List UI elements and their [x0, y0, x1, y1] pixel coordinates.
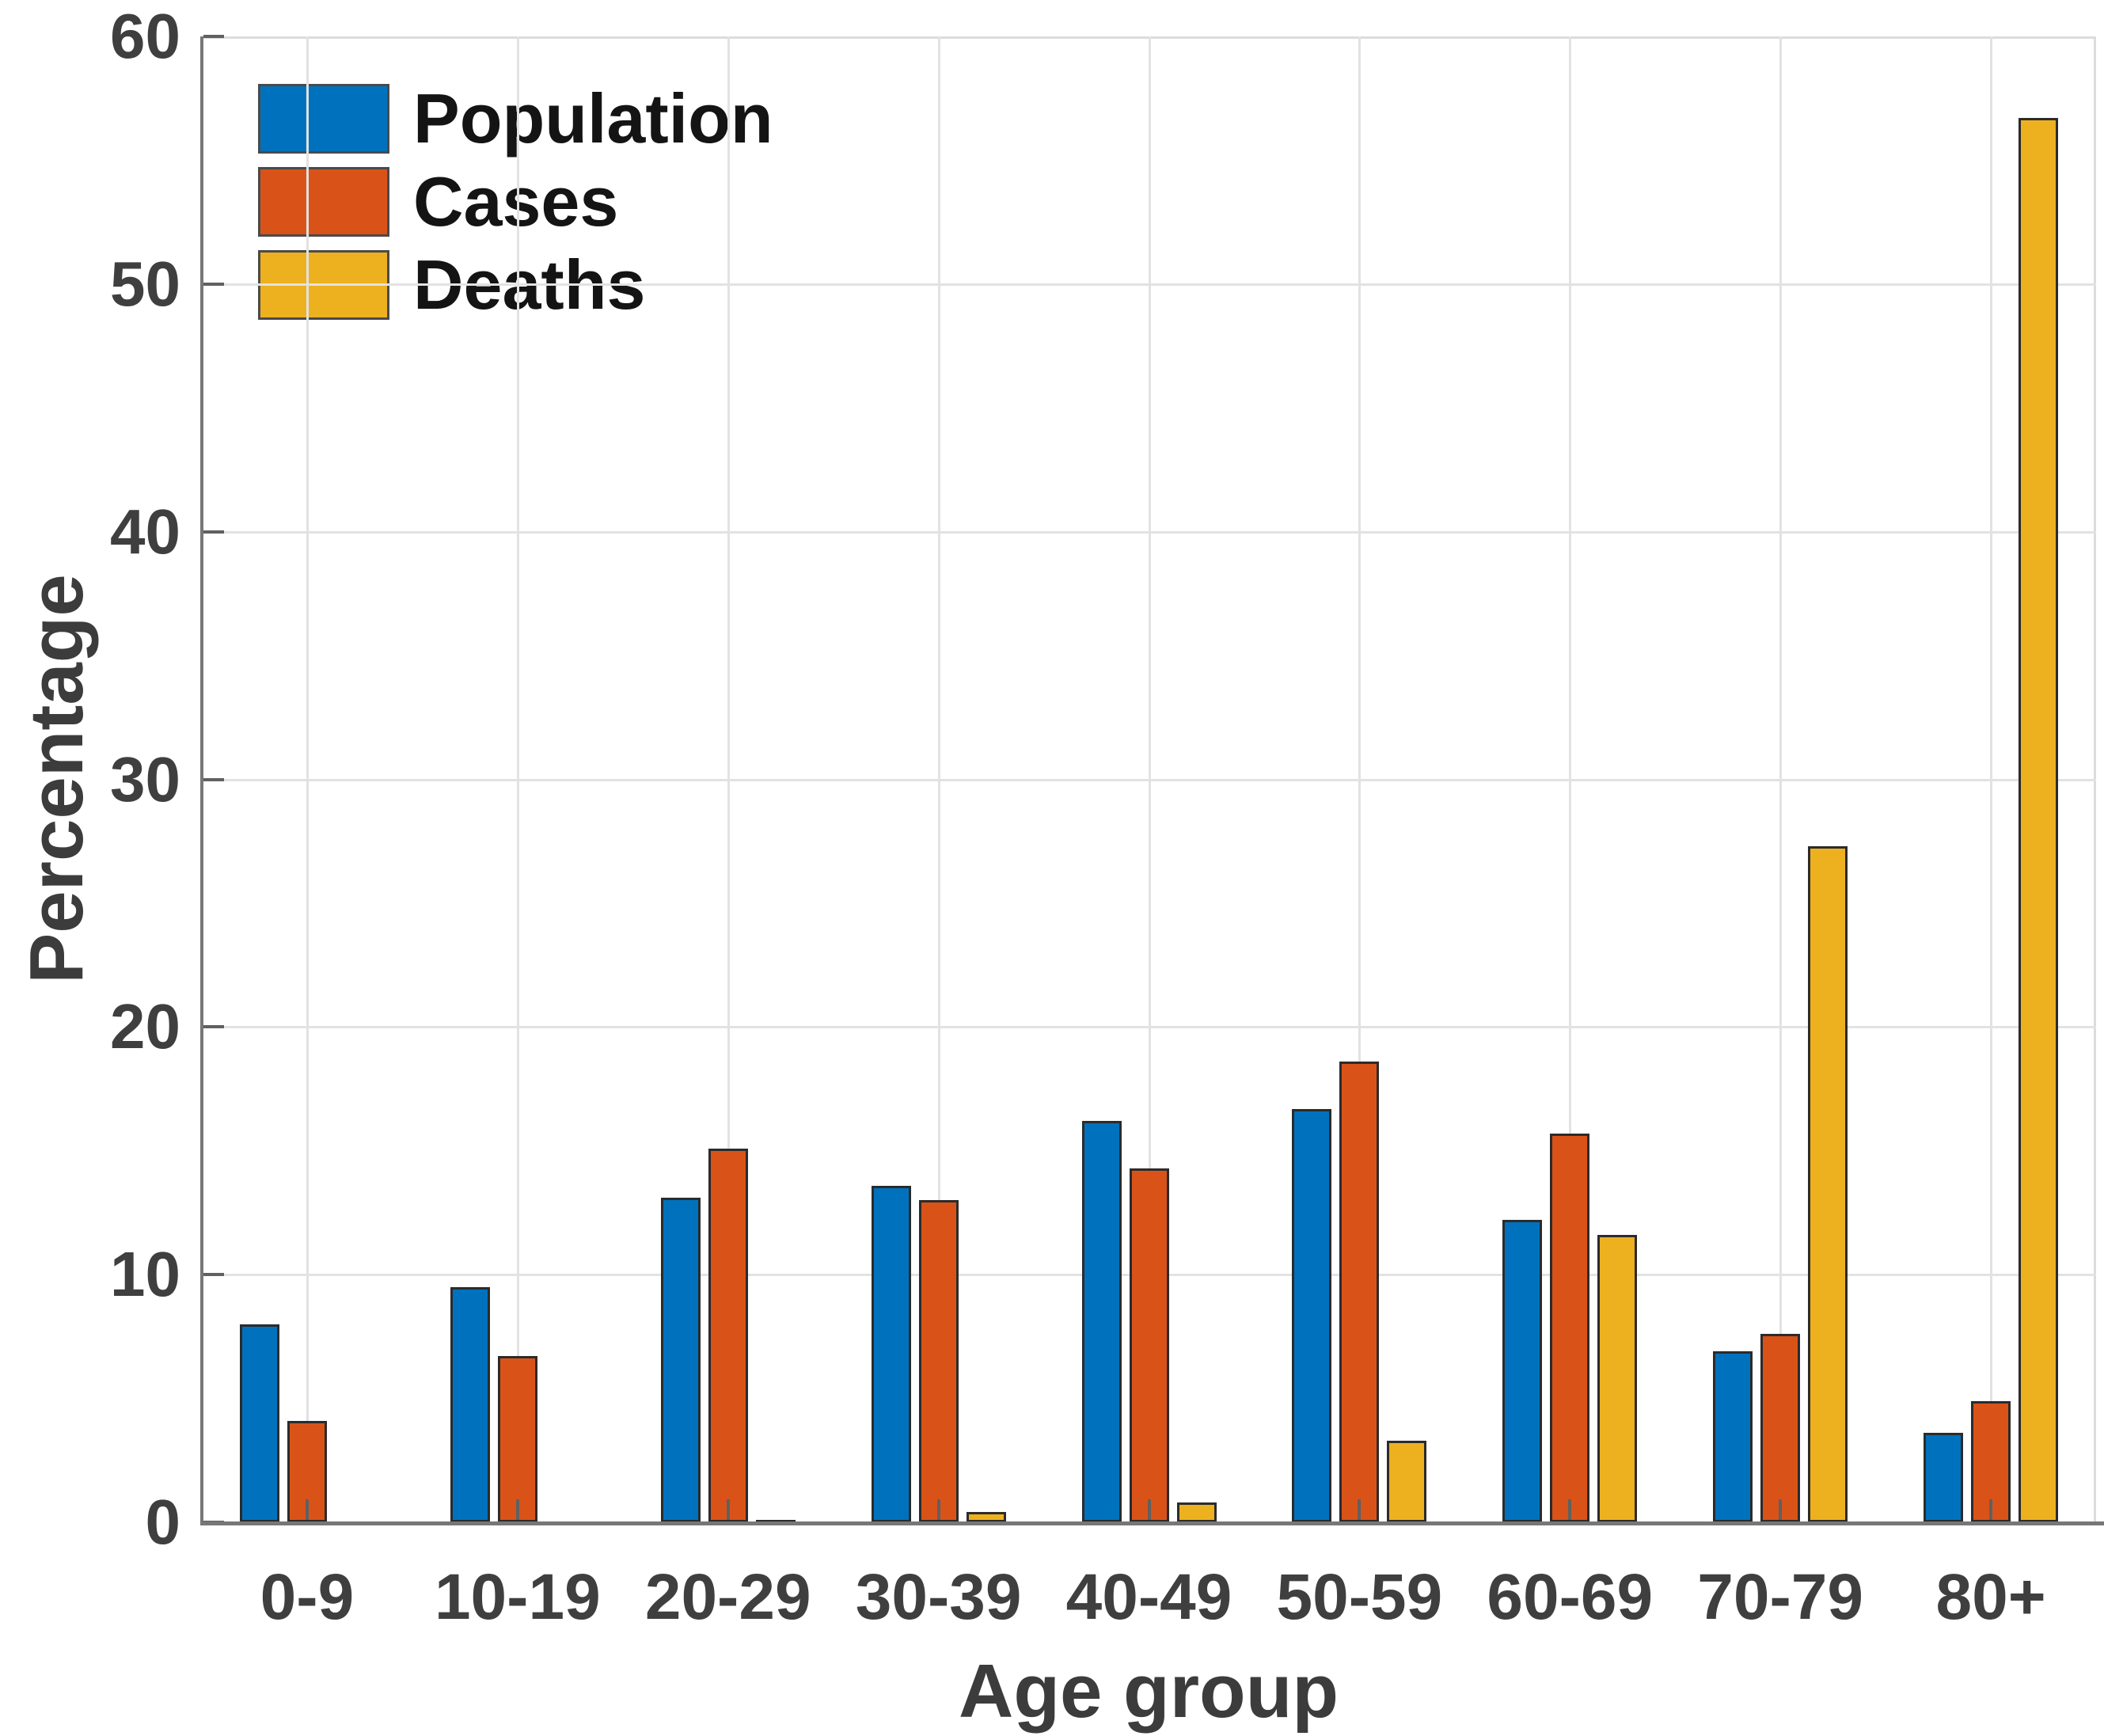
- bar-population-20-29: [660, 1198, 701, 1522]
- x-tick-label-10-19: 10-19: [434, 1561, 601, 1633]
- bar-deaths-50-59: [1387, 1440, 1427, 1522]
- y-axis-line: [200, 36, 203, 1525]
- bar-cases-30-39: [918, 1200, 959, 1522]
- v-gridline-20-29: [727, 36, 730, 1522]
- x-tick-80+: [1989, 1499, 1993, 1520]
- bar-deaths-70-79: [1808, 845, 1848, 1522]
- y-tick-label-20: 20: [110, 991, 180, 1062]
- legend-label-cases: Cases: [413, 162, 619, 241]
- x-tick-label-50-59: 50-59: [1276, 1561, 1443, 1633]
- x-tick-label-30-39: 30-39: [855, 1561, 1022, 1633]
- legend-swatch-population: [258, 84, 389, 154]
- y-tick-label-40: 40: [110, 496, 180, 567]
- x-tick-label-70-79: 70-79: [1697, 1561, 1864, 1633]
- bar-population-60-69: [1502, 1220, 1543, 1522]
- x-tick-10-19: [515, 1499, 519, 1520]
- bar-population-70-79: [1713, 1351, 1753, 1522]
- bar-cases-60-69: [1550, 1133, 1590, 1522]
- bar-deaths-30-39: [966, 1512, 1006, 1522]
- x-tick-40-49: [1147, 1499, 1151, 1520]
- x-tick-20-29: [726, 1499, 730, 1520]
- x-tick-60-69: [1568, 1499, 1572, 1520]
- x-tick-0-9: [305, 1499, 309, 1520]
- bar-deaths-60-69: [1597, 1235, 1638, 1522]
- v-gridline-30-39: [937, 36, 940, 1522]
- v-gridline-70-79: [1779, 36, 1783, 1522]
- bar-population-50-59: [1292, 1108, 1332, 1522]
- bar-cases-0-9: [287, 1420, 327, 1522]
- y-tick-50: [203, 282, 224, 286]
- bar-cases-50-59: [1339, 1062, 1380, 1522]
- legend-label-population: Population: [413, 79, 773, 158]
- x-axis-label: Age group: [959, 1649, 1339, 1734]
- bar-deaths-80+: [2019, 118, 2059, 1522]
- bar-cases-10-19: [497, 1356, 537, 1522]
- legend: Population Cases Deaths: [258, 84, 773, 333]
- bar-population-0-9: [239, 1324, 279, 1522]
- y-tick-label-10: 10: [110, 1239, 180, 1310]
- bar-population-80+: [1924, 1433, 1964, 1522]
- y-tick-label-60: 60: [110, 1, 180, 71]
- v-gridline-60-69: [1569, 36, 1572, 1522]
- v-gridline-40-49: [1148, 36, 1151, 1522]
- x-tick-label-80+: 80+: [1935, 1561, 2046, 1633]
- y-tick-20: [203, 1025, 224, 1029]
- v-gridline-50-59: [1358, 36, 1362, 1522]
- y-tick-label-50: 50: [110, 248, 180, 319]
- bar-cases-20-29: [708, 1148, 748, 1522]
- bar-population-40-49: [1081, 1121, 1122, 1522]
- x-tick-50-59: [1358, 1499, 1362, 1520]
- x-tick-70-79: [1779, 1499, 1783, 1520]
- x-tick-label-60-69: 60-69: [1487, 1561, 1654, 1633]
- x-tick-label-0-9: 0-9: [260, 1561, 355, 1633]
- bar-population-30-39: [871, 1185, 911, 1522]
- v-gridline-10-19: [516, 36, 519, 1522]
- y-tick-60: [203, 35, 224, 38]
- v-gridline-80+: [1990, 36, 1993, 1522]
- y-tick-10: [203, 1273, 224, 1277]
- legend-item-cases: Cases: [258, 167, 773, 237]
- x-axis-line: [200, 1521, 2104, 1525]
- y-tick-label-0: 0: [145, 1487, 181, 1557]
- x-tick-label-40-49: 40-49: [1065, 1561, 1232, 1633]
- y-tick-30: [203, 777, 224, 781]
- bar-cases-40-49: [1129, 1168, 1169, 1522]
- legend-swatch-cases: [258, 167, 389, 237]
- y-tick-40: [203, 530, 224, 534]
- bar-population-10-19: [450, 1286, 490, 1522]
- y-tick-label-30: 30: [110, 743, 180, 815]
- legend-item-population: Population: [258, 84, 773, 154]
- x-tick-label-20-29: 20-29: [644, 1561, 811, 1633]
- v-gridline-0-9: [306, 36, 309, 1522]
- bar-cases-70-79: [1760, 1334, 1801, 1522]
- x-tick-30-39: [936, 1499, 940, 1520]
- bar-deaths-40-49: [1176, 1502, 1217, 1522]
